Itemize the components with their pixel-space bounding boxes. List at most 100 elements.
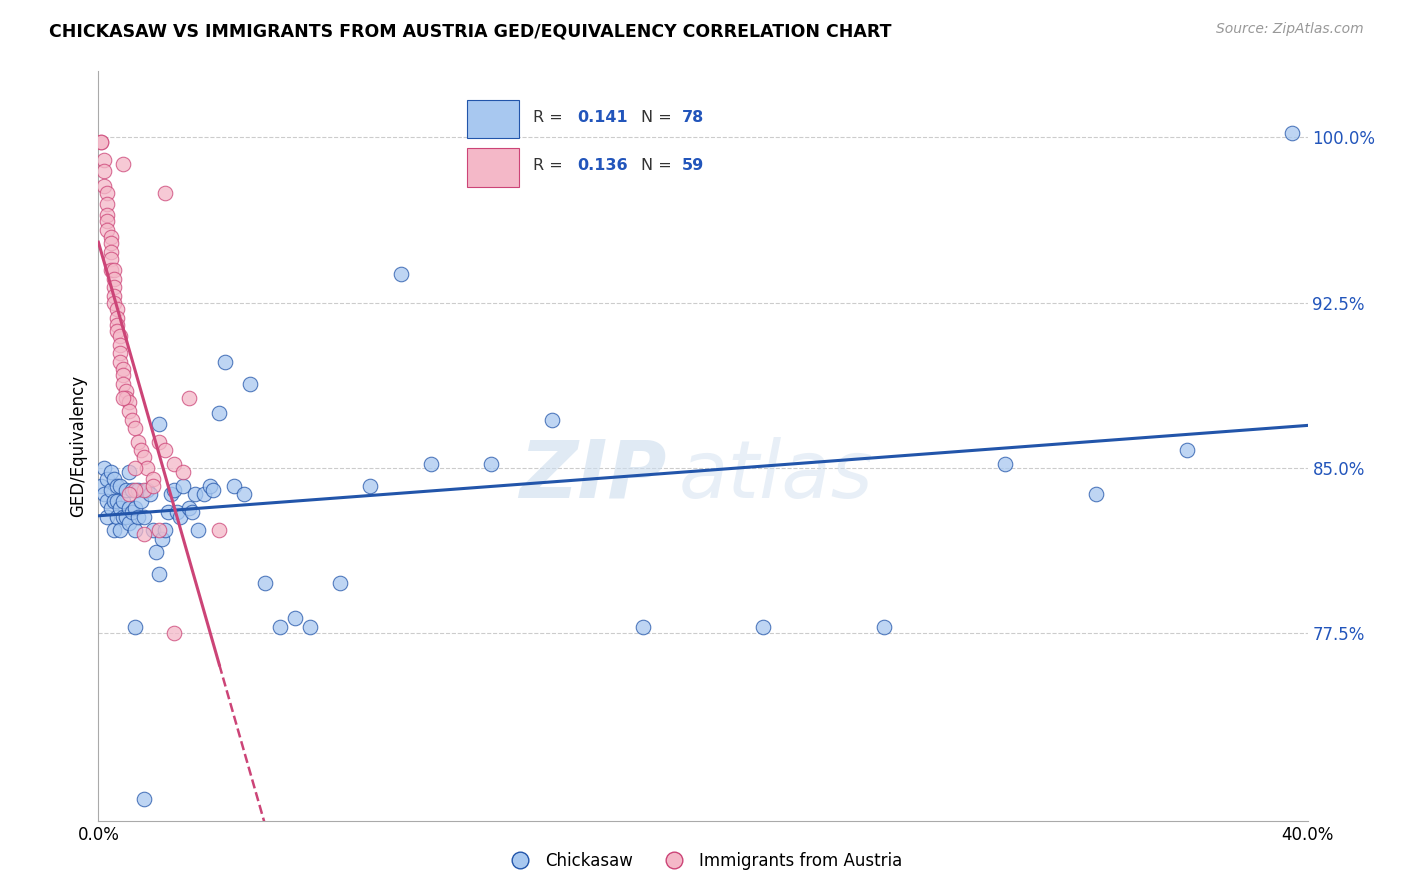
Point bbox=[105, 478, 128, 492]
Point bbox=[142, 472, 165, 486]
Point bbox=[100, 466, 122, 480]
Point bbox=[148, 523, 170, 537]
Point bbox=[163, 457, 186, 471]
Point bbox=[132, 527, 155, 541]
Y-axis label: GED/Equivalency: GED/Equivalency bbox=[69, 375, 87, 517]
Point bbox=[105, 311, 128, 326]
Point bbox=[108, 328, 131, 343]
Point bbox=[160, 487, 183, 501]
Point bbox=[118, 500, 141, 515]
Text: ZIP: ZIP bbox=[519, 437, 666, 515]
Point bbox=[142, 523, 165, 537]
Point bbox=[129, 443, 152, 458]
Point bbox=[284, 611, 307, 625]
Point bbox=[135, 461, 157, 475]
Point bbox=[103, 289, 125, 303]
Point bbox=[253, 575, 276, 590]
Point bbox=[93, 461, 115, 475]
Point bbox=[100, 262, 122, 277]
Point bbox=[172, 478, 194, 492]
Point bbox=[1085, 487, 1108, 501]
Point bbox=[153, 523, 176, 537]
Point bbox=[179, 391, 201, 405]
Point bbox=[150, 532, 173, 546]
Point bbox=[103, 523, 125, 537]
Point bbox=[145, 545, 167, 559]
Point bbox=[100, 252, 122, 266]
Point bbox=[1281, 126, 1303, 140]
Point bbox=[121, 505, 143, 519]
Point bbox=[389, 267, 412, 281]
Point bbox=[100, 500, 122, 515]
Point bbox=[127, 483, 149, 497]
Point bbox=[148, 434, 170, 449]
Point bbox=[994, 457, 1017, 471]
Point bbox=[132, 509, 155, 524]
Point bbox=[181, 505, 204, 519]
Point bbox=[124, 421, 146, 435]
Point bbox=[124, 461, 146, 475]
Point bbox=[752, 620, 775, 634]
Point bbox=[111, 368, 134, 383]
Point bbox=[148, 417, 170, 431]
Point bbox=[124, 523, 146, 537]
Point bbox=[114, 391, 136, 405]
Point bbox=[124, 483, 146, 497]
Point bbox=[127, 434, 149, 449]
Point bbox=[299, 620, 322, 634]
Point bbox=[873, 620, 896, 634]
Point bbox=[142, 478, 165, 492]
Point bbox=[100, 229, 122, 244]
Point bbox=[100, 245, 122, 260]
Point bbox=[153, 186, 176, 200]
Point bbox=[105, 509, 128, 524]
Point bbox=[200, 478, 222, 492]
Text: Source: ZipAtlas.com: Source: ZipAtlas.com bbox=[1216, 22, 1364, 37]
Point bbox=[156, 505, 179, 519]
Point bbox=[148, 566, 170, 581]
Point bbox=[118, 516, 141, 530]
Point bbox=[93, 153, 115, 167]
Point bbox=[208, 406, 231, 420]
Point bbox=[90, 135, 112, 149]
Point bbox=[111, 494, 134, 508]
Point bbox=[121, 412, 143, 426]
Point bbox=[105, 494, 128, 508]
Point bbox=[108, 337, 131, 351]
Point bbox=[420, 457, 443, 471]
Legend: Chickasaw, Immigrants from Austria: Chickasaw, Immigrants from Austria bbox=[496, 846, 910, 877]
Point bbox=[232, 487, 254, 501]
Point bbox=[100, 236, 122, 251]
Point bbox=[108, 346, 131, 360]
Point bbox=[208, 523, 231, 537]
Point bbox=[631, 620, 654, 634]
Point bbox=[184, 487, 207, 501]
Point bbox=[121, 483, 143, 497]
Point bbox=[224, 478, 246, 492]
Point bbox=[163, 626, 186, 640]
Point bbox=[96, 494, 118, 508]
Point bbox=[132, 450, 155, 464]
Point bbox=[96, 214, 118, 228]
Point bbox=[103, 295, 125, 310]
Point bbox=[103, 262, 125, 277]
Point bbox=[96, 509, 118, 524]
Point bbox=[90, 135, 112, 149]
Point bbox=[166, 505, 188, 519]
Point bbox=[96, 196, 118, 211]
Text: atlas: atlas bbox=[679, 437, 873, 515]
Point bbox=[100, 483, 122, 497]
Point bbox=[129, 494, 152, 508]
Point bbox=[93, 487, 115, 501]
Point bbox=[153, 443, 176, 458]
Point bbox=[111, 157, 134, 171]
Point bbox=[169, 509, 191, 524]
Point bbox=[108, 478, 131, 492]
Point bbox=[90, 478, 112, 492]
Point bbox=[96, 472, 118, 486]
Point bbox=[103, 494, 125, 508]
Point bbox=[135, 483, 157, 497]
Point bbox=[124, 500, 146, 515]
Point bbox=[239, 377, 262, 392]
Point bbox=[105, 318, 128, 332]
